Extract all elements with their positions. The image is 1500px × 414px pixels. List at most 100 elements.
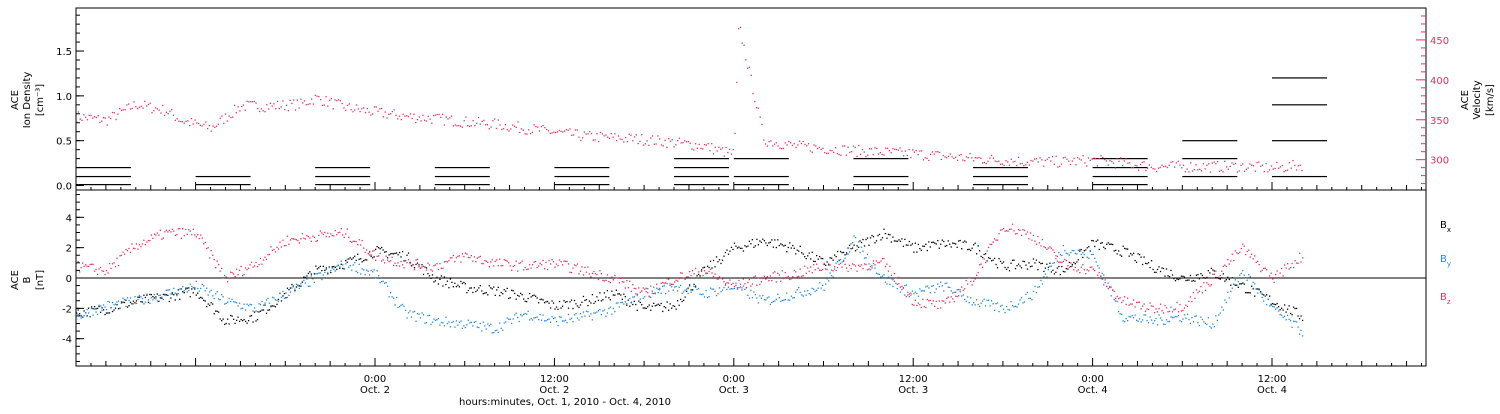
bz-point [1209,285,1211,287]
by-point [509,318,511,320]
velocity-point [962,159,964,161]
by-point [1168,320,1171,323]
bz-point [820,269,822,272]
density-point [195,184,251,186]
velocity-point [1086,165,1088,167]
bx-point [847,247,849,249]
velocity-point [472,120,474,122]
bx-point [494,294,496,297]
by-point [1245,277,1247,279]
bz-point [730,283,733,286]
bx-point [355,259,357,262]
by-point [663,284,665,287]
bx-point [219,318,221,320]
by-point [1189,322,1192,325]
velocity-point [668,137,670,140]
bx-point [413,266,416,269]
bz-point [720,277,722,279]
bz-point [1168,310,1171,313]
by-point [839,258,842,261]
bx-point [922,245,924,247]
bx-point [992,259,994,261]
bx-point [753,246,755,248]
velocity-point [1087,157,1090,159]
bz-point [491,259,493,261]
by-point [1065,252,1068,254]
bx-point [261,309,263,311]
bz-point [784,272,786,274]
bz-point [520,262,522,264]
bx-point [274,306,277,308]
bz-point [659,289,661,291]
velocity-point [1182,164,1185,166]
by-point [392,297,395,299]
velocity-point [287,110,289,112]
bx-point [863,245,866,247]
bx-point [833,254,836,256]
bz-point [150,234,153,236]
by-point [953,291,955,294]
bz-point [1188,300,1190,303]
velocity-point [549,132,551,135]
by-point [974,304,976,306]
bx-point [733,242,736,244]
bx-point [1204,277,1207,279]
velocity-point [680,142,682,144]
bz-point [996,239,999,241]
by-point [238,302,241,304]
bx-point [570,299,573,301]
bz-point [119,255,121,257]
by-point [1258,288,1260,290]
bx-point [1044,267,1047,269]
by-point [1243,274,1245,276]
velocity-point [337,99,340,101]
velocity-point [1283,170,1285,173]
bz-point [415,259,417,261]
by-point [1239,274,1241,276]
bx-point [632,303,634,306]
by-point [1298,333,1301,335]
by-point [872,262,875,265]
bz-point [367,253,369,255]
bx-point [984,253,987,255]
bx-point [1237,286,1239,288]
velocity-point [223,122,225,124]
velocity-point [1301,169,1303,172]
velocity-point [449,117,451,119]
bx-point [376,245,378,248]
bz-point [122,251,124,253]
by-point [171,293,173,295]
bz-point [611,276,613,278]
bz-point [671,283,673,285]
velocity-point [1229,165,1231,168]
bz-point [560,261,562,263]
bx-point [1230,284,1232,286]
bz-point [877,261,879,264]
bz-point [401,264,404,266]
bx-point [1159,270,1162,273]
bx-point [440,275,443,277]
bz-point [494,260,496,263]
bx-point [750,243,752,245]
velocity-point [607,136,609,138]
by-point [804,290,806,292]
bz-point [892,279,894,281]
bx-point [340,263,342,265]
bz-point [258,263,260,266]
bz-point [928,300,930,302]
bz-point [1031,239,1033,241]
bx-point [475,290,477,293]
bx-point [685,290,688,292]
bx-point [682,299,685,301]
bz-point [95,268,97,271]
bx-point [289,287,292,289]
bz-point [822,268,824,271]
bx-point [373,256,375,258]
by-point [1167,320,1169,323]
bz-point [944,302,946,304]
bx-point [1248,291,1250,294]
by-point [86,308,88,311]
velocity-point [398,115,401,117]
bz-point [517,270,519,272]
by-point [714,290,716,293]
